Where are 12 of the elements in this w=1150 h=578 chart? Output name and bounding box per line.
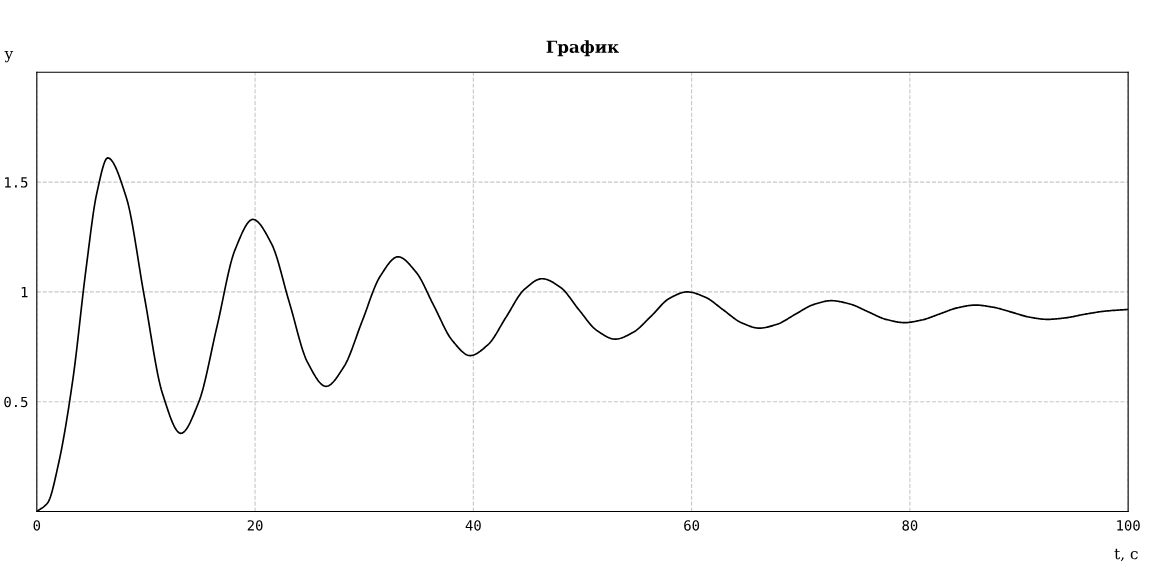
y-tick-label: 1 [21,287,28,298]
x-tick-label: 20 [247,520,263,531]
x-tick-label: 0 [33,520,41,531]
y-axis-title: y [4,50,14,63]
x-tick-label: 100 [1117,520,1140,531]
y-tick-label: 1.5 [5,177,28,188]
chart-title: График [546,40,619,57]
x-tick-label: 80 [902,520,918,531]
x-axis-title: t, c [1114,548,1138,562]
x-tick-label: 40 [465,520,481,531]
y-tick-label: 0.5 [4,396,28,408]
x-tick-label: 60 [684,520,700,531]
